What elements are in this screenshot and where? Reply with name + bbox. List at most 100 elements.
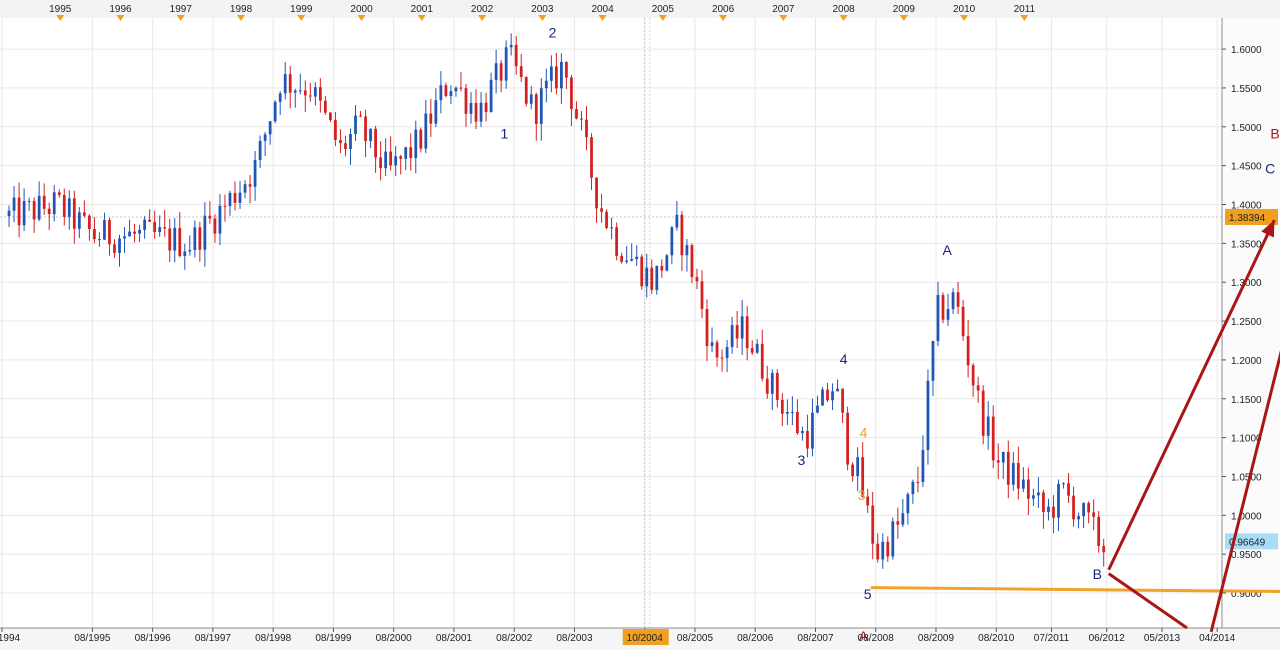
candle-body [248, 184, 252, 187]
candle-body [98, 239, 101, 241]
date-tick-label: 07/2011 [1034, 633, 1070, 644]
year-tick-marker [538, 15, 547, 21]
candle-body [57, 192, 61, 196]
year-bar [0, 0, 1280, 18]
highlighted-date-box [622, 629, 669, 645]
candle-body [268, 121, 272, 135]
candle-body [12, 197, 16, 211]
candle-body [238, 192, 242, 203]
candle-body [1047, 506, 1050, 512]
candle-body [519, 66, 523, 78]
candle-body [921, 450, 925, 483]
candle-body [369, 128, 372, 142]
candle-body [725, 346, 729, 359]
date-tick-label: 06/2012 [1089, 633, 1126, 644]
candle-body [911, 481, 915, 495]
candle-body [1092, 512, 1096, 517]
candle-body [439, 85, 443, 101]
price-tick-label: 1.3500 [1231, 239, 1262, 250]
year-tick-marker [116, 15, 125, 21]
candle-body [318, 87, 322, 101]
candle-body [801, 431, 804, 434]
candle-body [765, 378, 769, 394]
year-tick-marker [658, 15, 667, 21]
candle-body [695, 277, 699, 282]
candle-body [730, 325, 734, 347]
candle-body [529, 94, 533, 104]
candle-body [509, 44, 513, 48]
date-tick-label: 08/1995 [74, 633, 111, 644]
candle-body [158, 227, 162, 232]
candle-body [816, 405, 819, 413]
candle-body [7, 210, 11, 217]
candle-body [891, 521, 895, 557]
price-tick-label: 1.5000 [1231, 123, 1262, 134]
candle-body [223, 205, 227, 207]
candle-body [876, 543, 880, 560]
candle-body [454, 87, 458, 92]
candle-body [87, 215, 91, 230]
candle-body [811, 412, 814, 449]
date-tick-label: 05/2013 [1144, 633, 1181, 644]
candle-body [856, 457, 860, 476]
year-tick-label: 2006 [712, 4, 735, 15]
wave-label: 2 [549, 24, 557, 40]
candle-body [489, 79, 493, 112]
year-tick-marker [56, 15, 65, 21]
price-label-box [1225, 533, 1278, 550]
candle-body [971, 365, 975, 386]
wave-label: 4 [860, 425, 868, 441]
wave-label: 5 [864, 586, 872, 602]
candle-body [263, 134, 267, 141]
candle-body [1087, 503, 1091, 513]
candle-body [324, 100, 327, 113]
candle-body [665, 255, 669, 271]
candle-body [1016, 463, 1020, 489]
candle-body [329, 112, 332, 120]
candle-body [339, 139, 342, 144]
candle-body [570, 77, 573, 110]
candle-body [685, 245, 689, 256]
candle-body [966, 336, 970, 366]
candle-body [404, 147, 408, 159]
candle-body [474, 103, 478, 122]
date-tick-label: 08/1997 [195, 633, 232, 644]
candle-body [600, 208, 603, 212]
candle-body [660, 265, 664, 271]
candle-body [62, 195, 66, 217]
projection-decline-line [1107, 572, 1188, 630]
year-tick-label: 2008 [832, 4, 855, 15]
candle-body [228, 192, 232, 206]
year-tick-marker [598, 15, 607, 21]
year-tick-marker [899, 15, 908, 21]
candle-body [640, 256, 644, 287]
candle-body [524, 77, 528, 104]
candle-body [881, 541, 885, 560]
candle-body [585, 119, 588, 138]
year-tick-marker [1020, 15, 1029, 21]
candle-body [349, 133, 352, 150]
candle-body [414, 129, 418, 159]
price-tick-label: 1.0500 [1231, 472, 1262, 483]
candle-body [419, 129, 423, 149]
date-tick-label: 08/2000 [376, 633, 413, 644]
candle-body [399, 156, 403, 159]
candle-body [539, 88, 543, 124]
year-tick-marker [176, 15, 185, 21]
wave-label: C [1265, 160, 1275, 176]
price-axis-bar [1222, 18, 1280, 628]
candle-body [374, 128, 377, 158]
date-tick-label: 08/2010 [978, 633, 1015, 644]
candle-body [750, 348, 754, 353]
candle-body [941, 295, 945, 320]
candle-body [675, 214, 679, 228]
year-tick-label: 2002 [471, 4, 494, 15]
candle-body [168, 228, 172, 251]
year-tick-marker [357, 15, 366, 21]
candle-body [409, 147, 413, 159]
date-tick-label: 08/2007 [797, 633, 834, 644]
price-label-box [1225, 208, 1278, 225]
wave-label: A [859, 628, 869, 644]
candle-body [514, 44, 518, 67]
